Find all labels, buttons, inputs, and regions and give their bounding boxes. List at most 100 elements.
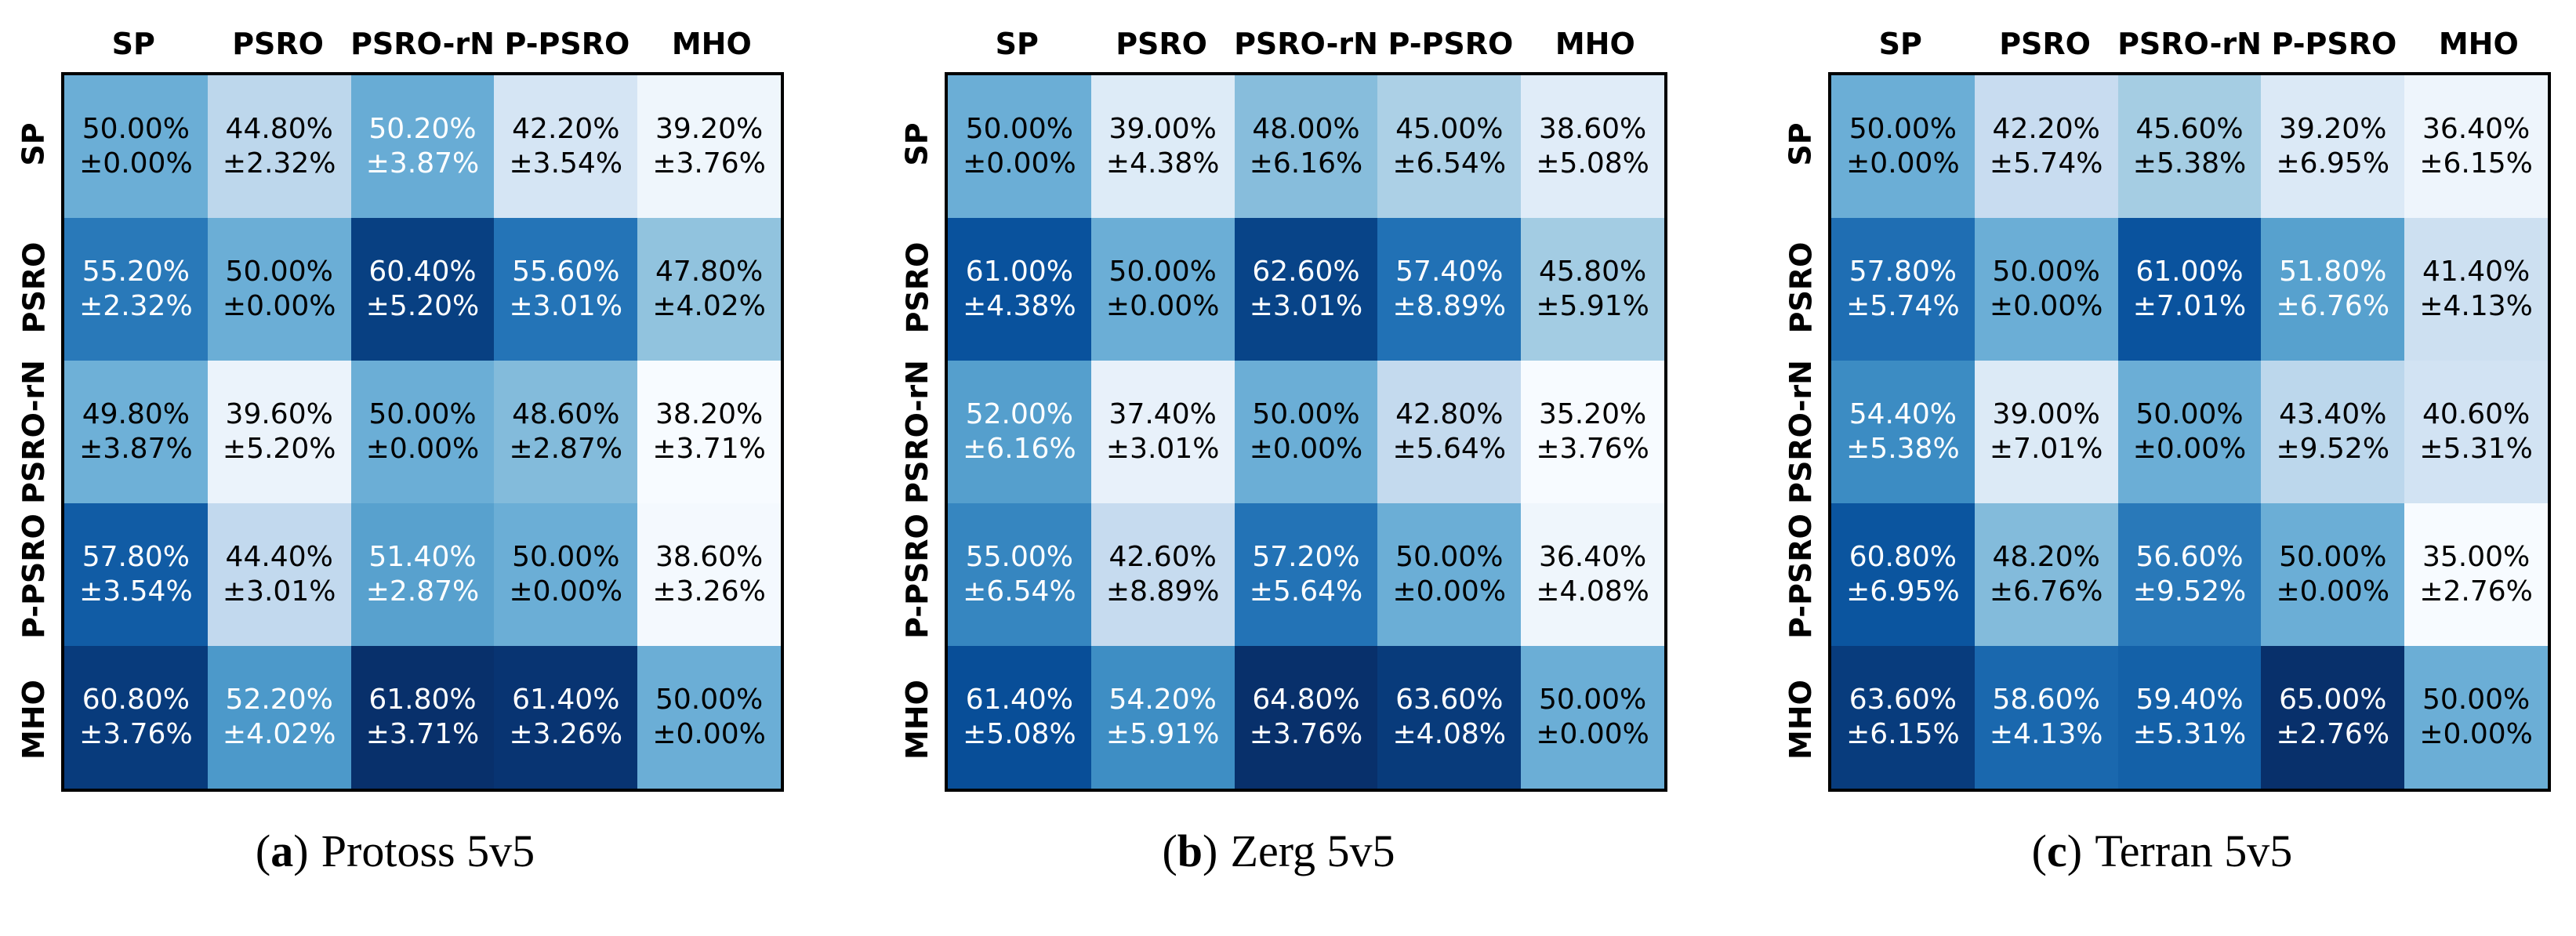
caption: aProtoss 5v5 — [6, 825, 784, 877]
cell-value: 61.00% — [965, 256, 1074, 288]
cell-std: ±6.76% — [2276, 290, 2390, 322]
cell-value: 54.40% — [1849, 398, 1957, 431]
heatmap-cell: 42.20% ±5.74% — [1974, 75, 2118, 218]
cell-value: 48.60% — [512, 398, 620, 431]
cell-std: ±0.00% — [1989, 290, 2103, 322]
cell-value: 42.60% — [1108, 541, 1217, 574]
column-header-p-psro: P-PSRO — [2271, 27, 2397, 61]
heatmap-cell: 39.60% ±5.20% — [207, 361, 351, 503]
row-label-mho: MHO — [6, 648, 61, 792]
cell-std: ±3.54% — [509, 147, 623, 180]
cell-std: ±4.08% — [1392, 718, 1507, 750]
cell-std: ±0.00% — [2132, 433, 2247, 465]
cell-std: ±6.15% — [1846, 718, 1960, 750]
column-headers: SP PSRO PSRO-rN P-PSRO MHO — [1828, 8, 2551, 72]
column-header-sp: SP — [1878, 27, 1922, 61]
cell-value: 37.40% — [1108, 398, 1217, 431]
cell-std: ±3.71% — [365, 718, 480, 750]
cell-std: ±5.64% — [1392, 433, 1507, 465]
cell-value: 36.40% — [2422, 113, 2531, 146]
cell-std: ±0.00% — [79, 147, 193, 180]
heatmap-cell: 36.40% ±4.08% — [1521, 503, 1664, 646]
heatmap-cell: 61.40% ±3.26% — [494, 646, 638, 789]
row-labels: SP PSRO PSRO-rN P-PSRO MHO — [6, 72, 61, 792]
cell-std: ±0.00% — [652, 718, 766, 750]
cell-std: ±2.76% — [2419, 575, 2533, 608]
caption-label: c — [2032, 825, 2082, 876]
cell-std: ±0.00% — [509, 575, 623, 608]
heatmap-cell: 50.00% ±0.00% — [1831, 75, 1975, 218]
row-label-text: MHO — [900, 680, 935, 760]
cell-std: ±9.52% — [2132, 575, 2247, 608]
heatmap-cell: 40.60% ±5.31% — [2404, 361, 2548, 503]
cell-std: ±3.54% — [79, 575, 193, 608]
row-label-text: PSRO — [16, 241, 52, 334]
heatmap-cell: 51.80% ±6.76% — [2261, 218, 2405, 361]
cell-std: ±2.32% — [79, 290, 193, 322]
cell-value: 42.80% — [1395, 398, 1504, 431]
cell-std: ±6.54% — [1392, 147, 1507, 180]
heatmap-cell: 61.80% ±3.71% — [350, 646, 495, 789]
row-label-psro: PSRO — [6, 216, 61, 361]
cell-value: 60.80% — [82, 684, 190, 717]
cell-std: ±0.00% — [365, 433, 480, 465]
heatmap-cell: 63.60% ±6.15% — [1831, 646, 1975, 789]
cell-value: 51.40% — [368, 541, 477, 574]
column-header-psro: PSRO — [1999, 27, 2091, 61]
cell-std: ±3.26% — [652, 575, 766, 608]
column-header-psro-rn: PSRO-rN — [1234, 27, 1378, 61]
heatmap-cell: 41.40% ±4.13% — [2404, 218, 2548, 361]
heatmap-panel-c: SP PSRO PSRO-rN P-PSRO MHO SP PSRO PSRO-rN P-PS… — [1773, 8, 2551, 877]
heatmap-cell: 58.60% ±4.13% — [1974, 646, 2118, 789]
caption-title: Zerg 5v5 — [1230, 825, 1395, 876]
row-label-text: SP — [900, 122, 934, 166]
cell-value: 38.20% — [655, 398, 764, 431]
cell-value: 50.00% — [1849, 113, 1957, 146]
cell-std: ±5.74% — [1846, 290, 1960, 322]
row-label-psro-rn: PSRO-rN — [890, 360, 945, 504]
cell-value: 40.60% — [2422, 398, 2531, 431]
heatmap-cell: 57.40% ±8.89% — [1377, 218, 1522, 361]
cell-value: 50.00% — [2135, 398, 2244, 431]
cell-value: 44.40% — [225, 541, 333, 574]
heatmap-cell: 35.20% ±3.76% — [1521, 361, 1664, 503]
cell-value: 63.60% — [1849, 684, 1957, 717]
heatmap-cell: 50.00% ±0.00% — [207, 218, 351, 361]
cell-value: 50.00% — [965, 113, 1074, 146]
caption-title: Protoss 5v5 — [321, 825, 535, 876]
heatmap-panel-b: SP PSRO PSRO-rN P-PSRO MHO SP PSRO PSRO-rN P-PS… — [890, 8, 1667, 877]
cell-std: ±2.87% — [365, 575, 480, 608]
heatmap-matrix: 50.00% ±0.00% 42.20% ±5.74% 45.60% ±5.38% 39.2… — [1828, 72, 2551, 792]
cell-value: 58.60% — [1992, 684, 2100, 717]
cell-std: ±6.95% — [1846, 575, 1960, 608]
cell-value: 49.80% — [82, 398, 190, 431]
row-label-p-psro: P-PSRO — [890, 504, 945, 648]
cell-std: ±4.38% — [963, 290, 1076, 322]
column-header-mho: MHO — [671, 27, 752, 61]
cell-std: ±4.02% — [652, 290, 766, 322]
cell-value: 39.00% — [1108, 113, 1217, 146]
heatmap-cell: 42.20% ±3.54% — [494, 75, 638, 218]
cell-std: ±3.87% — [365, 147, 480, 180]
cell-value: 36.40% — [1538, 541, 1647, 574]
cell-std: ±5.20% — [365, 290, 480, 322]
row-label-text: SP — [16, 122, 51, 166]
row-label-text: P-PSRO — [16, 513, 51, 639]
heatmap-cell: 44.40% ±3.01% — [207, 503, 351, 646]
cell-std: ±4.13% — [1989, 718, 2103, 750]
cell-value: 39.20% — [2279, 113, 2387, 146]
heatmap-matrix: 50.00% ±0.00% 44.80% ±2.32% 50.20% ±3.87% 42.2… — [61, 72, 784, 792]
cell-value: 54.20% — [1108, 684, 1217, 717]
heatmap-cell: 39.20% ±6.95% — [2261, 75, 2405, 218]
row-label-text: P-PSRO — [900, 513, 934, 639]
heatmap-cell: 38.60% ±3.26% — [637, 503, 781, 646]
heatmap-cell: 50.00% ±0.00% — [494, 503, 638, 646]
heatmap-cell: 60.80% ±3.76% — [64, 646, 208, 789]
cell-value: 50.00% — [82, 113, 190, 146]
cell-std: ±5.31% — [2132, 718, 2247, 750]
cell-value: 44.80% — [225, 113, 333, 146]
heatmap-cell: 50.00% ±0.00% — [1521, 646, 1664, 789]
heatmap-cell: 54.40% ±5.38% — [1831, 361, 1975, 503]
row-label-p-psro: P-PSRO — [1773, 504, 1828, 648]
caption: b Zerg 5v5 — [890, 825, 1667, 877]
